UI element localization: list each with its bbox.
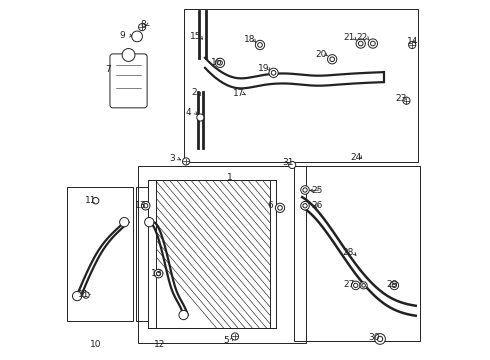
Text: 14: 14	[407, 37, 418, 46]
Text: 26: 26	[312, 201, 323, 210]
Text: 19: 19	[258, 64, 270, 73]
Circle shape	[301, 186, 309, 194]
Text: 9: 9	[119, 31, 124, 40]
Text: 23: 23	[396, 94, 407, 103]
Circle shape	[360, 282, 367, 289]
FancyBboxPatch shape	[110, 54, 147, 108]
Text: 3: 3	[169, 154, 174, 163]
Text: 25: 25	[312, 185, 323, 194]
Circle shape	[197, 114, 204, 121]
Circle shape	[93, 198, 99, 204]
Circle shape	[154, 269, 163, 278]
Circle shape	[145, 217, 154, 227]
Bar	[148, 180, 156, 328]
Bar	[67, 187, 133, 321]
Text: 5: 5	[223, 336, 229, 345]
Circle shape	[139, 23, 146, 31]
Circle shape	[215, 58, 224, 67]
Circle shape	[301, 202, 309, 210]
Circle shape	[403, 97, 410, 104]
Text: 27: 27	[343, 280, 355, 289]
Circle shape	[182, 158, 190, 165]
Text: 7: 7	[106, 65, 111, 74]
Text: 29: 29	[387, 280, 398, 289]
Circle shape	[73, 292, 82, 301]
Text: 2: 2	[192, 88, 197, 97]
Text: 13: 13	[135, 201, 147, 210]
Circle shape	[179, 310, 188, 320]
Text: 11: 11	[78, 290, 89, 299]
Circle shape	[122, 49, 135, 62]
Circle shape	[120, 217, 129, 227]
Circle shape	[327, 55, 337, 64]
Circle shape	[375, 334, 386, 344]
Text: 4: 4	[186, 108, 192, 117]
Circle shape	[269, 68, 278, 77]
Text: 13: 13	[150, 269, 162, 278]
Text: 31: 31	[282, 158, 294, 167]
Text: 1: 1	[227, 173, 233, 182]
Text: 8: 8	[140, 20, 146, 29]
Text: 16: 16	[211, 58, 223, 67]
Circle shape	[356, 39, 366, 48]
Circle shape	[83, 292, 89, 298]
Bar	[136, 187, 202, 321]
Text: 11: 11	[85, 196, 97, 205]
Text: 21: 21	[343, 33, 355, 42]
Text: 28: 28	[342, 248, 354, 257]
Text: 18: 18	[244, 36, 255, 45]
Text: 24: 24	[351, 153, 362, 162]
Circle shape	[255, 40, 265, 50]
Circle shape	[231, 333, 239, 340]
Text: 12: 12	[154, 340, 166, 349]
Circle shape	[390, 281, 398, 290]
Text: 20: 20	[315, 50, 326, 59]
Circle shape	[351, 281, 360, 290]
Bar	[270, 180, 276, 328]
Bar	[294, 166, 420, 341]
Circle shape	[409, 41, 416, 49]
Circle shape	[275, 203, 285, 212]
Bar	[138, 166, 306, 342]
Text: 30: 30	[368, 333, 380, 342]
Circle shape	[368, 39, 377, 48]
Text: 6: 6	[268, 201, 273, 210]
Bar	[148, 180, 276, 328]
Bar	[184, 9, 418, 162]
Text: 15: 15	[190, 32, 201, 41]
Circle shape	[132, 31, 143, 42]
Text: 10: 10	[90, 340, 101, 349]
Circle shape	[142, 202, 150, 210]
Text: 17: 17	[233, 89, 245, 98]
Circle shape	[289, 161, 296, 168]
Text: 22: 22	[357, 33, 368, 42]
